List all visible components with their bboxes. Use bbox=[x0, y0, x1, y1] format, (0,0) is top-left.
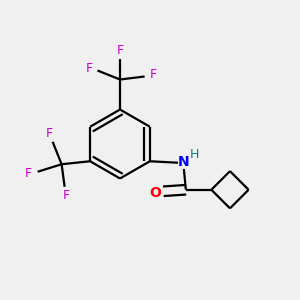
Text: F: F bbox=[25, 167, 32, 180]
Text: F: F bbox=[85, 61, 93, 75]
Text: F: F bbox=[116, 44, 124, 57]
Text: F: F bbox=[150, 68, 157, 82]
Text: F: F bbox=[63, 189, 70, 202]
Text: N: N bbox=[178, 154, 190, 169]
Text: F: F bbox=[46, 127, 53, 140]
Text: H: H bbox=[189, 148, 199, 161]
Text: O: O bbox=[150, 186, 161, 200]
